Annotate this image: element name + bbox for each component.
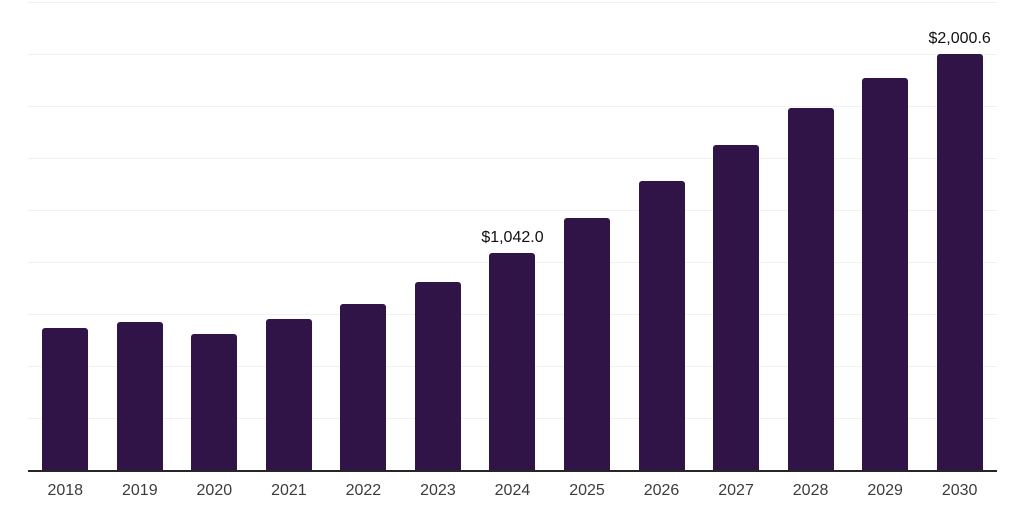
bar-slot-2018 xyxy=(28,2,103,470)
x-tick-2020: 2020 xyxy=(196,482,233,499)
gridline-1250 xyxy=(28,210,997,211)
plot-area: $1,042.0 $2,000.6 xyxy=(28,2,997,472)
value-label-2030: $2,000.6 xyxy=(928,29,991,47)
bar-2025[interactable] xyxy=(563,217,610,470)
bar-2030[interactable] xyxy=(936,53,983,470)
x-tick-2028: 2028 xyxy=(792,482,829,499)
x-tick-2030: 2030 xyxy=(941,482,978,499)
gridline-1500 xyxy=(28,158,997,160)
gridline-2250 xyxy=(28,2,997,3)
bar-slot-2019 xyxy=(103,2,178,470)
bar-slot-2027 xyxy=(699,2,774,470)
bar-2026[interactable] xyxy=(638,180,685,470)
x-tick-2021: 2021 xyxy=(271,482,307,499)
bar-slot-2020 xyxy=(177,2,252,470)
bar-2023[interactable] xyxy=(414,281,461,470)
bar-slot-2028 xyxy=(773,2,848,470)
bar-2020[interactable] xyxy=(191,333,238,470)
x-tick-2025: 2025 xyxy=(569,482,605,499)
bar-2024[interactable] xyxy=(489,253,536,470)
x-tick-2027: 2027 xyxy=(718,482,754,499)
value-label-2024: $1,042.0 xyxy=(481,229,544,247)
x-tick-2026: 2026 xyxy=(643,482,680,499)
gridline-2000 xyxy=(28,54,997,56)
bar-2019[interactable] xyxy=(116,321,163,470)
bar-slot-2025 xyxy=(550,2,625,470)
bar-slot-2030: $2,000.6 xyxy=(922,2,997,470)
x-tick-2029: 2029 xyxy=(867,482,903,499)
x-tick-2023: 2023 xyxy=(420,482,456,499)
bar-slot-2024: $1,042.0 xyxy=(475,2,550,470)
bar-slot-2026 xyxy=(624,2,699,470)
x-tick-2019: 2019 xyxy=(122,482,158,499)
bar-2028[interactable] xyxy=(787,108,834,470)
x-tick-2018: 2018 xyxy=(47,482,84,499)
gridline-1750 xyxy=(28,106,997,107)
bar-2027[interactable] xyxy=(713,144,760,470)
bar-slot-2021 xyxy=(252,2,327,470)
x-tick-2024: 2024 xyxy=(494,482,531,499)
x-tick-2022: 2022 xyxy=(345,482,382,499)
bar-2021[interactable] xyxy=(265,319,312,470)
bar-2018[interactable] xyxy=(42,327,89,470)
bar-slot-2022 xyxy=(326,2,401,470)
bar-2029[interactable] xyxy=(862,78,909,470)
bar-2022[interactable] xyxy=(340,303,387,470)
bars-layer: $1,042.0 $2,000.6 xyxy=(28,2,997,470)
bar-slot-2029 xyxy=(848,2,923,470)
bar-slot-2023 xyxy=(401,2,476,470)
x-axis-labels: 2018 2019 2020 2021 2022 2023 2024 2025 2026 2027… xyxy=(28,481,997,500)
